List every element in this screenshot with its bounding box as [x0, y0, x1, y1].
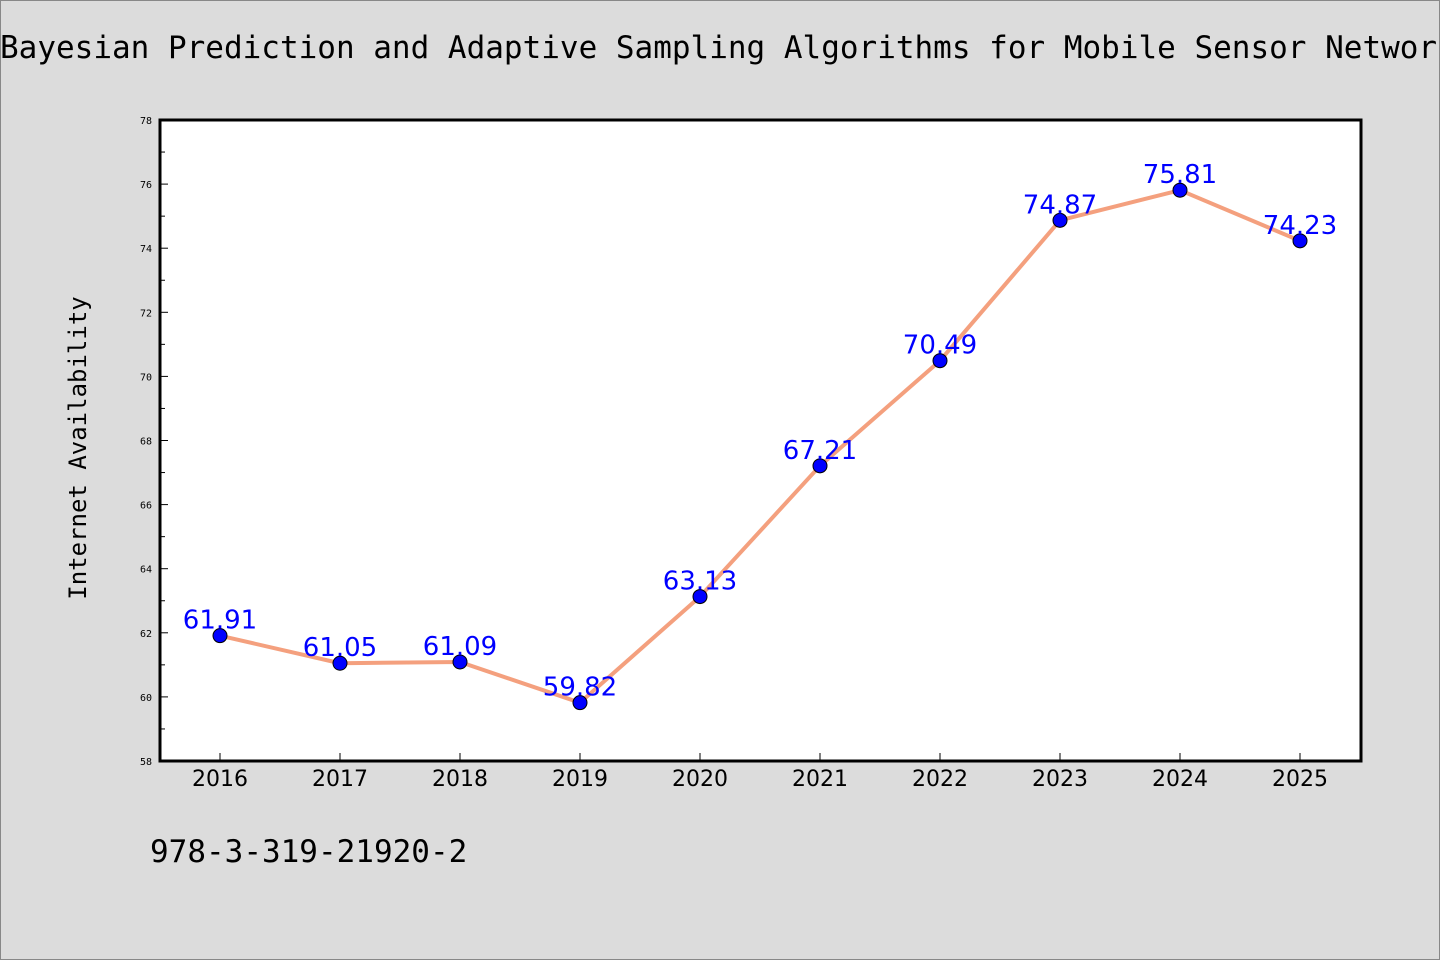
x-tick-label: 2025	[1272, 767, 1328, 792]
data-label: 75.81	[1143, 160, 1217, 190]
series-group	[212, 182, 1308, 711]
y-tick-label: 72	[140, 308, 152, 319]
data-point	[692, 589, 708, 605]
data-point	[332, 655, 348, 671]
x-tick-label: 2020	[672, 767, 728, 792]
y-tick-label: 70	[140, 372, 152, 383]
data-point	[212, 628, 228, 644]
data-label: 61.09	[423, 632, 497, 662]
data-point	[932, 353, 948, 369]
y-tick-label: 64	[140, 565, 152, 576]
data-labels: 61.91 61.05 61.09 59.82 63.13 67.21 70.49 74.87…	[183, 160, 1337, 702]
y-tick-label: 66	[140, 501, 152, 512]
x-tick-label: 2024	[1152, 767, 1208, 792]
y-axis: 58 60 62 64 66 68 70 72 74 76 78	[140, 116, 168, 768]
y-tick-label: 60	[140, 693, 152, 704]
plot-area	[158, 118, 1363, 763]
data-label: 63.13	[663, 567, 737, 597]
data-point	[572, 695, 588, 711]
y-tick-label: 62	[140, 629, 152, 640]
x-tick-label: 2016	[192, 767, 248, 792]
y-axis-label: Internet Availability	[64, 296, 92, 599]
data-point	[1052, 212, 1068, 228]
data-label: 74.87	[1023, 190, 1097, 220]
x-tick-label: 2017	[312, 767, 368, 792]
x-tick-label: 2018	[432, 767, 488, 792]
isbn-caption: 978-3-319-21920-2	[150, 834, 468, 870]
data-label: 74.23	[1263, 211, 1337, 241]
x-tick-label: 2022	[912, 767, 968, 792]
y-tick-label: 74	[140, 244, 152, 255]
y-tick-label: 78	[140, 116, 152, 127]
x-tick-label: 2021	[792, 767, 848, 792]
y-tick-label: 76	[140, 180, 152, 191]
chart-title: Bayesian Prediction and Adaptive Samplin…	[0, 30, 1440, 66]
data-label: 59.82	[543, 673, 617, 703]
data-point	[812, 458, 828, 474]
data-label: 70.49	[903, 331, 977, 361]
y-tick-label: 58	[140, 757, 152, 768]
series-line	[218, 188, 1302, 705]
data-point	[452, 654, 468, 670]
data-label: 61.91	[183, 606, 257, 636]
data-label: 61.05	[303, 633, 377, 663]
y-tick-label: 68	[140, 437, 152, 448]
x-axis: 2016 2017 2018 2019 2020 2021 2022 2023 2024 2025	[192, 753, 1328, 792]
data-point	[1292, 233, 1308, 249]
data-label: 67.21	[783, 436, 857, 466]
x-tick-label: 2019	[552, 767, 608, 792]
x-tick-label: 2023	[1032, 767, 1088, 792]
data-point	[1172, 182, 1188, 198]
